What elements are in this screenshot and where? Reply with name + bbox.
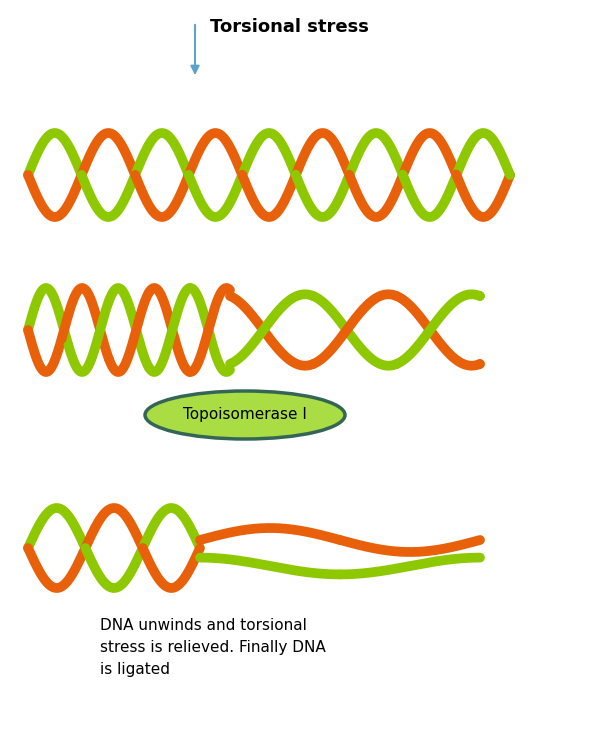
Text: Torsional stress: Torsional stress xyxy=(210,18,369,36)
Text: DNA unwinds and torsional
stress is relieved. Finally DNA
is ligated: DNA unwinds and torsional stress is reli… xyxy=(100,618,326,678)
Ellipse shape xyxy=(145,391,345,439)
Text: Topoisomerase I: Topoisomerase I xyxy=(183,407,307,423)
